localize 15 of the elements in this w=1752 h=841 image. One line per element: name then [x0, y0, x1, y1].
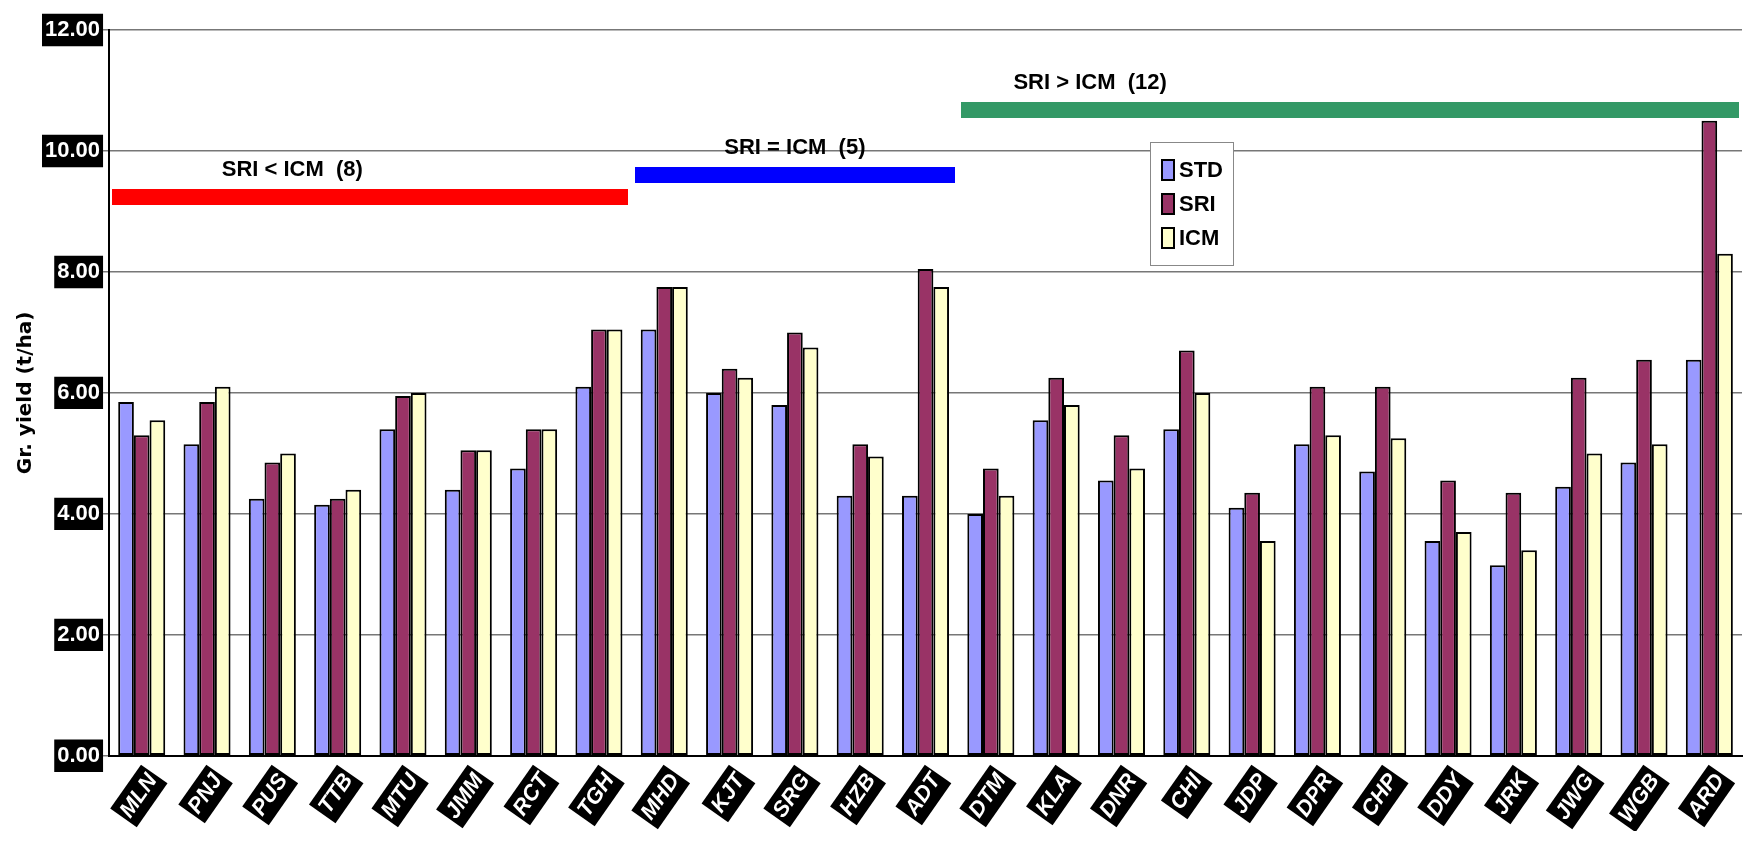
y-tick-label: 8.00 [57, 258, 101, 283]
y-tick-label: 6.00 [57, 378, 101, 404]
annotation: SRI = ICM (5) [724, 134, 866, 160]
annotation: SRI < ICM (8) [221, 156, 363, 181]
x-tick-label: CHI [1164, 767, 1208, 814]
y-tick-label: 0.00 [57, 741, 101, 767]
legend-label: ICM [1179, 225, 1220, 251]
annotation: SRI > ICM (12) [1013, 68, 1167, 94]
y-tick-label: 12.00 [44, 16, 101, 42]
legend-label: STD [1179, 157, 1223, 183]
y-tick-label: 2.00 [57, 620, 101, 646]
legend-label: SRI [1179, 191, 1216, 217]
y-tick-label: 10.00 [44, 137, 101, 163]
y-tick-label: 4.00 [57, 499, 101, 525]
y-axis-title: Gr. yield (t/ha) [12, 311, 37, 475]
